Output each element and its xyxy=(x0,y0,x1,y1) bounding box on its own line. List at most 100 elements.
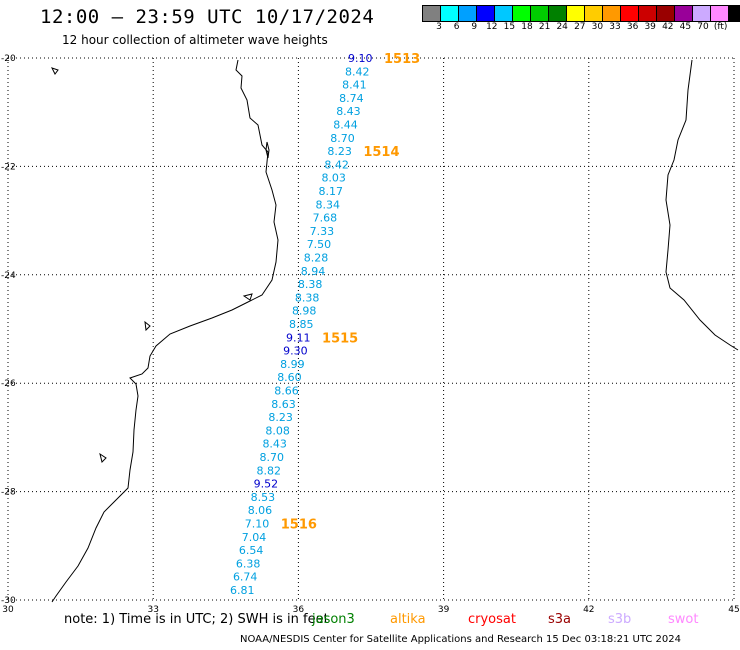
color-swatch xyxy=(584,5,603,22)
satellite-legend-item: s3b xyxy=(608,612,632,627)
swh-value: 8.28 xyxy=(304,252,329,265)
longitude-labels: 30 33 36 39 42 45 xyxy=(2,605,739,615)
satellite-legend-item: s3a xyxy=(548,612,572,627)
swh-value: 7.04 xyxy=(242,531,266,544)
lat-label: -30 xyxy=(1,596,16,606)
lon-label: 42 xyxy=(583,605,594,615)
swh-value: 8.70 xyxy=(260,451,285,464)
color-swatch xyxy=(656,5,675,22)
color-swatch xyxy=(602,5,621,22)
color-legend-label: 15 xyxy=(503,22,516,32)
inhaca-island xyxy=(144,320,151,332)
swh-value: 7.50 xyxy=(307,238,332,251)
swh-value: 8.23 xyxy=(327,145,352,158)
satellite-legend-item: jason3 xyxy=(312,612,355,627)
color-legend-label: 21 xyxy=(538,22,551,32)
swh-value: 9.30 xyxy=(283,345,308,358)
color-legend-label: 6 xyxy=(453,22,460,32)
swh-value: 9.52 xyxy=(254,478,279,491)
track-label: 1515 xyxy=(322,331,358,346)
lat-label: -22 xyxy=(1,162,16,172)
lat-label: -28 xyxy=(1,488,16,498)
color-swatch xyxy=(476,5,495,22)
color-legend-label: 30 xyxy=(591,22,604,32)
lat-label: -20 xyxy=(1,54,16,64)
track-label: 1514 xyxy=(363,145,399,160)
color-legend-label: 12 xyxy=(486,22,498,32)
swh-value: 8.42 xyxy=(324,158,349,171)
track-label: 1516 xyxy=(281,518,317,533)
swh-value: 8.06 xyxy=(248,504,273,517)
color-swatch xyxy=(674,5,693,22)
color-swatch xyxy=(638,5,657,22)
lon-label: 33 xyxy=(147,605,158,615)
color-swatch xyxy=(620,5,639,22)
color-swatch xyxy=(422,5,441,22)
color-legend-label: 70 xyxy=(697,22,709,32)
swh-value: 8.85 xyxy=(289,318,314,331)
color-legend-label: 45 xyxy=(679,22,692,32)
lat-label: -24 xyxy=(1,271,16,281)
color-swatch xyxy=(458,5,477,22)
footer-credit: NOAA/NESDIS Center for Satellite Applica… xyxy=(240,634,682,645)
swh-value: 8.63 xyxy=(271,398,296,411)
color-swatch xyxy=(512,5,531,22)
swh-value: 7.68 xyxy=(313,212,338,225)
swh-value: 8.43 xyxy=(262,438,287,451)
color-swatch xyxy=(548,5,567,22)
color-legend-label: 36 xyxy=(626,22,639,32)
swh-value: 8.08 xyxy=(265,424,290,437)
swh-value: 8.94 xyxy=(301,265,326,278)
swh-value: 8.99 xyxy=(280,358,305,371)
lon-label: 36 xyxy=(293,605,305,615)
swh-value: 6.38 xyxy=(236,557,261,570)
swh-value: 8.38 xyxy=(295,291,320,304)
swh-value: 8.17 xyxy=(319,185,344,198)
inland-lake xyxy=(99,452,107,463)
swh-value: 8.53 xyxy=(251,491,276,504)
color-legend-label: 42 xyxy=(662,22,674,32)
color-legend-label: (ft) xyxy=(713,22,728,32)
color-legend-label: 9 xyxy=(471,22,478,32)
color-legend-label: 33 xyxy=(609,22,621,32)
swh-value: 6.81 xyxy=(230,584,255,597)
bazaruto-islands xyxy=(265,141,270,159)
africa-coastline xyxy=(51,59,279,603)
note-text: note: 1) Time is in UTC; 2) SWH is in fe… xyxy=(64,612,329,627)
swh-value: 9.10 xyxy=(348,52,373,65)
swh-value: 8.44 xyxy=(333,119,358,132)
color-swatch xyxy=(728,5,740,22)
swh-value: 8.66 xyxy=(274,385,299,398)
satellite-legend-item: cryosat xyxy=(468,612,516,627)
color-swatch xyxy=(710,5,729,22)
swh-value: 8.60 xyxy=(277,371,302,384)
color-legend-label: 39 xyxy=(644,22,656,32)
page-subtitle: 12 hour collection of altimeter wave hei… xyxy=(62,33,328,47)
color-swatch xyxy=(440,5,459,22)
small-island xyxy=(51,67,59,75)
color-legend-label: 24 xyxy=(556,22,568,32)
track-label: 1513 xyxy=(384,52,420,67)
swh-value: 7.10 xyxy=(245,518,270,531)
lon-label: 39 xyxy=(438,605,450,615)
page-title: 12:00 – 23:59 UTC 10/17/2024 xyxy=(40,6,375,28)
swh-value: 8.82 xyxy=(257,464,282,477)
track-labels: 1513 1514 1515 1516 xyxy=(281,52,420,533)
satellite-legend-item: altika xyxy=(390,612,426,627)
swh-value: 8.98 xyxy=(292,305,317,318)
latitude-labels: -20 -22 -24 -26 -28 -30 xyxy=(1,54,16,606)
lon-label: 30 xyxy=(2,605,14,615)
color-swatch xyxy=(494,5,513,22)
color-legend-label: 27 xyxy=(574,22,586,32)
coastal-lake xyxy=(242,293,253,301)
swh-value: 8.42 xyxy=(345,65,370,78)
color-legend-label: 3 xyxy=(436,22,442,32)
swh-value: 7.33 xyxy=(310,225,335,238)
swh-readings: 9.108.428.418.748.438.448.708.238.428.03… xyxy=(230,52,373,597)
swh-value: 8.74 xyxy=(339,92,364,105)
swh-value: 8.41 xyxy=(342,79,367,92)
swh-value: 8.34 xyxy=(316,198,341,211)
coastline xyxy=(51,59,739,603)
color-legend xyxy=(422,5,740,22)
